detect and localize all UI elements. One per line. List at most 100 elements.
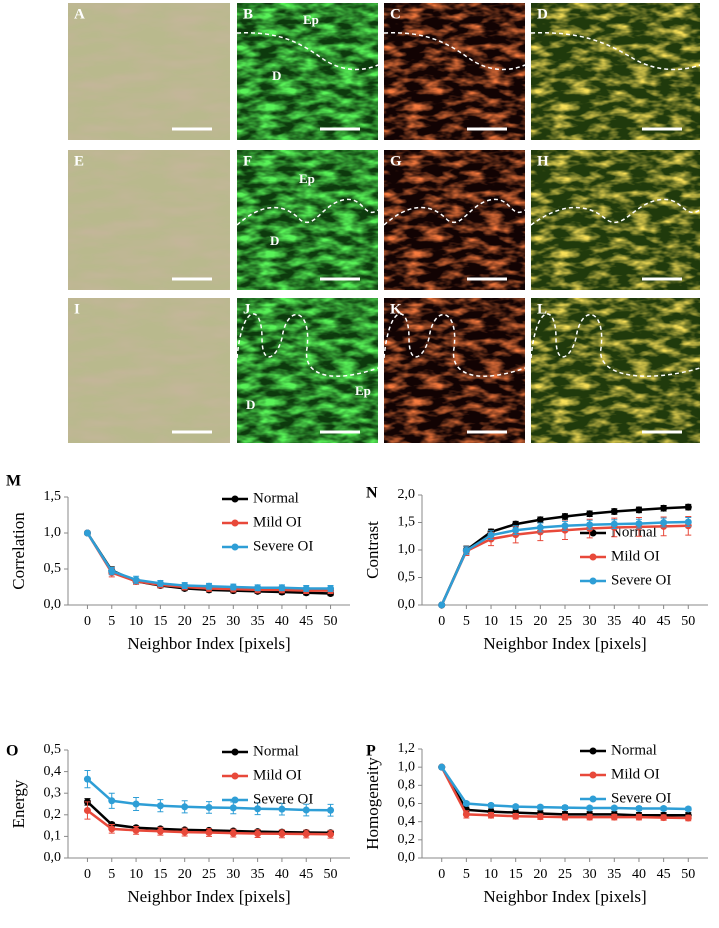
data-point (254, 830, 262, 838)
legend-label: Severe OI (253, 538, 313, 554)
data-point (660, 519, 668, 526)
data-point (536, 516, 544, 524)
x-tick-label: 20 (178, 614, 192, 629)
boundary-line (383, 198, 526, 226)
region-label: D (270, 233, 279, 248)
data-point (635, 520, 643, 528)
x-tick-label: 25 (558, 867, 572, 882)
data-point (327, 830, 335, 838)
legend-label: Mild OI (611, 548, 660, 564)
data-point (278, 584, 286, 592)
data-point (181, 828, 189, 836)
boundary-line (236, 313, 379, 377)
data-point (229, 804, 237, 812)
x-tick-label: 35 (607, 614, 621, 629)
x-tick-label: 50 (681, 614, 695, 629)
data-point (487, 801, 495, 809)
line-chart: 0,0 0,5 1,0 1,5 2,0 0 5 10 15 20 25 30 35 40 45 50 Neigh… (363, 485, 708, 653)
x-tick-label: 15 (153, 614, 167, 629)
legend-label: Normal (611, 742, 657, 758)
data-point (108, 825, 116, 833)
panel-label: E (74, 153, 84, 169)
x-tick-label: 40 (632, 614, 646, 629)
data-point (660, 504, 668, 512)
boundary-line (383, 313, 526, 377)
x-axis-title: Neighbor Index [pixels] (127, 634, 290, 653)
data-point (254, 805, 262, 813)
x-tick-label: 35 (251, 614, 265, 629)
y-tick-label: 2,0 (398, 487, 416, 502)
data-point (108, 797, 116, 805)
data-point (536, 813, 544, 821)
data-point (327, 584, 335, 592)
x-tick-label: 30 (583, 614, 597, 629)
y-tick-label: 0,5 (44, 561, 62, 576)
x-tick-label: 20 (178, 867, 192, 882)
x-tick-label: 50 (681, 867, 695, 882)
data-point (512, 803, 520, 811)
panel-label: L (537, 301, 547, 317)
region-label: D (272, 68, 281, 83)
x-axis-title: Neighbor Index [pixels] (127, 887, 290, 906)
legend-label: Mild OI (611, 766, 660, 782)
y-axis-title: Energy (9, 779, 28, 828)
y-tick-label: 1,2 (398, 741, 416, 756)
legend-label: Mild OI (253, 767, 302, 783)
image-panel: J Ep D (236, 298, 379, 443)
panel-label: K (390, 301, 402, 317)
x-axis-title: Neighbor Index [pixels] (483, 887, 646, 906)
x-tick-label: 50 (324, 867, 338, 882)
image-panel: H (530, 150, 701, 290)
x-tick-label: 30 (226, 867, 240, 882)
data-point (302, 806, 310, 814)
y-tick-label: 0,0 (44, 597, 62, 612)
image-texture (384, 150, 525, 290)
panel-label: C (390, 6, 401, 22)
image-panel: L (530, 298, 701, 443)
panel-label: J (243, 301, 251, 317)
x-tick-label: 0 (84, 614, 91, 629)
region-label: Ep (303, 12, 319, 27)
x-tick-label: 10 (129, 614, 143, 629)
y-tick-label: 0,8 (398, 778, 416, 793)
data-point (684, 518, 692, 526)
image-panel: A (68, 3, 230, 140)
x-tick-label: 25 (202, 867, 216, 882)
image-panel: G (383, 150, 526, 290)
legend-marker (589, 577, 597, 585)
y-tick-label: 0,4 (44, 764, 62, 779)
image-panel: C (383, 3, 526, 140)
image-tint (68, 3, 230, 140)
y-tick-label: 0,3 (44, 785, 62, 800)
data-point (205, 582, 213, 590)
image-panel: I (68, 298, 230, 443)
data-point (181, 582, 189, 590)
image-texture (237, 298, 378, 443)
data-point (635, 506, 643, 514)
panel-label: I (74, 301, 80, 317)
region-label: D (246, 397, 255, 412)
x-tick-label: 15 (153, 867, 167, 882)
region-label: Ep (355, 383, 371, 398)
data-point (278, 830, 286, 838)
data-point (684, 503, 692, 511)
panel-label: N (366, 485, 378, 502)
data-point (610, 804, 618, 812)
x-tick-label: 25 (558, 614, 572, 629)
data-point (660, 814, 668, 822)
x-tick-label: 35 (607, 867, 621, 882)
data-point (132, 800, 140, 808)
x-tick-label: 0 (84, 867, 91, 882)
data-point (302, 830, 310, 838)
y-tick-label: 1,0 (44, 525, 62, 540)
y-axis-title: Homogeneity (363, 757, 382, 850)
data-point (181, 803, 189, 811)
data-point (635, 813, 643, 821)
data-point (205, 803, 213, 811)
data-point (487, 531, 495, 539)
x-tick-label: 40 (275, 614, 289, 629)
x-tick-label: 10 (484, 614, 498, 629)
image-texture (531, 3, 700, 140)
region-label: Ep (299, 171, 315, 186)
